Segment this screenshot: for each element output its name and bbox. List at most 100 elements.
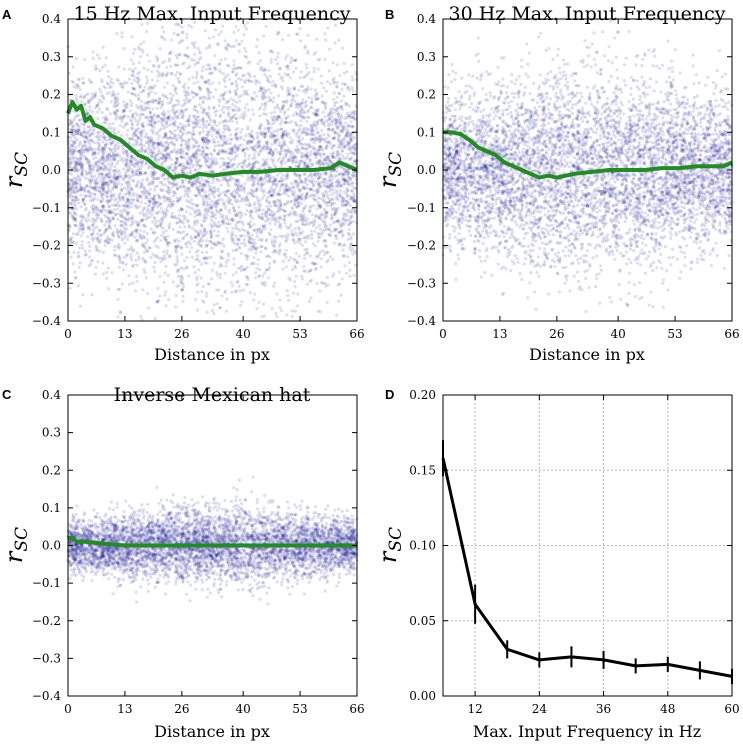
scatter-point (315, 282, 319, 286)
scatter-point (349, 235, 353, 239)
scatter-point (216, 220, 221, 224)
scatter-point (146, 215, 150, 219)
scatter-point (350, 156, 354, 160)
scatter-point (237, 95, 241, 99)
scatter-point (139, 196, 143, 200)
scatter-point (129, 159, 133, 164)
scatter-point (174, 53, 179, 57)
scatter-point (332, 241, 336, 245)
scatter-point (225, 226, 229, 230)
scatter-point (96, 197, 100, 202)
scatter-point (175, 151, 179, 155)
scatter-point (187, 77, 191, 81)
scatter-point (224, 207, 228, 211)
scatter-point (116, 97, 120, 101)
scatter-point (350, 181, 354, 185)
scatter-point (281, 267, 285, 271)
scatter-point (261, 208, 265, 212)
scatter-point (248, 134, 252, 138)
scatter-point (223, 140, 227, 144)
scatter-point (291, 97, 295, 101)
scatter-point (295, 184, 299, 188)
scatter-point (304, 62, 308, 66)
scatter-point (247, 248, 251, 252)
scatter-point (151, 154, 155, 158)
scatter-point (79, 185, 83, 189)
scatter-point (279, 160, 283, 164)
scatter-point (301, 230, 305, 234)
scatter-point (142, 230, 146, 234)
scatter-point (287, 92, 292, 96)
scatter-point (237, 284, 241, 288)
scatter-point (300, 155, 304, 159)
scatter-point (179, 246, 184, 250)
scatter-point (215, 270, 219, 275)
scatter-point (151, 63, 155, 68)
scatter-point (278, 186, 283, 190)
scatter-point (231, 114, 235, 118)
scatter-point (117, 65, 121, 69)
scatter-point (248, 75, 252, 79)
scatter-point (319, 257, 323, 261)
scatter-point (304, 164, 308, 169)
scatter-point (214, 113, 218, 117)
scatter-point (346, 152, 350, 156)
scatter-point (217, 98, 221, 102)
scatter-point (351, 89, 355, 93)
scatter-point (223, 57, 227, 61)
scatter-point (193, 105, 197, 109)
scatter-point (168, 190, 172, 194)
scatter-point (311, 132, 315, 136)
scatter-point (223, 176, 227, 180)
scatter-point (194, 108, 198, 112)
scatter-point (294, 251, 299, 255)
scatter-point (121, 215, 125, 219)
scatter-point (151, 147, 155, 151)
scatter-point (164, 304, 168, 308)
scatter-point (140, 218, 144, 223)
scatter-point (278, 248, 282, 252)
scatter-point (306, 251, 310, 255)
scatter-point (298, 218, 302, 222)
scatter-point (248, 291, 253, 295)
scatter-point (131, 115, 135, 119)
scatter-point (97, 239, 101, 243)
scatter-point (291, 291, 296, 295)
scatter-point (306, 49, 310, 53)
scatter-point (321, 249, 325, 253)
scatter-point (350, 63, 354, 67)
scatter-point (342, 157, 346, 161)
scatter-point (212, 303, 216, 307)
scatter-point (195, 70, 199, 74)
scatter-point (176, 63, 180, 67)
scatter-point (138, 85, 142, 89)
scatter-point (288, 76, 292, 80)
scatter-point (331, 257, 335, 261)
scatter-point (277, 115, 281, 119)
scatter-point (107, 208, 111, 213)
scatter-point (277, 72, 281, 76)
scatter-point (73, 195, 78, 199)
scatter-point (221, 120, 225, 124)
scatter-point (113, 248, 117, 252)
scatter-point (178, 197, 182, 201)
scatter-point (93, 174, 97, 178)
scatter-point (354, 181, 358, 185)
scatter-point (230, 236, 234, 240)
scatter-point (78, 142, 82, 146)
scatter-point (111, 217, 116, 221)
scatter-point (110, 126, 114, 130)
scatter-point (227, 147, 231, 151)
scatter-point (78, 150, 82, 154)
scatter-point (288, 104, 292, 108)
scatter-point (76, 101, 80, 106)
scatter-point (250, 96, 254, 100)
scatter-point (106, 138, 110, 142)
scatter-point (156, 286, 160, 290)
scatter-point (165, 152, 169, 156)
scatter-point (257, 141, 261, 146)
scatter-point (315, 207, 319, 211)
scatter-point (316, 232, 320, 236)
scatter-point (239, 252, 243, 256)
scatter-point (235, 120, 239, 124)
